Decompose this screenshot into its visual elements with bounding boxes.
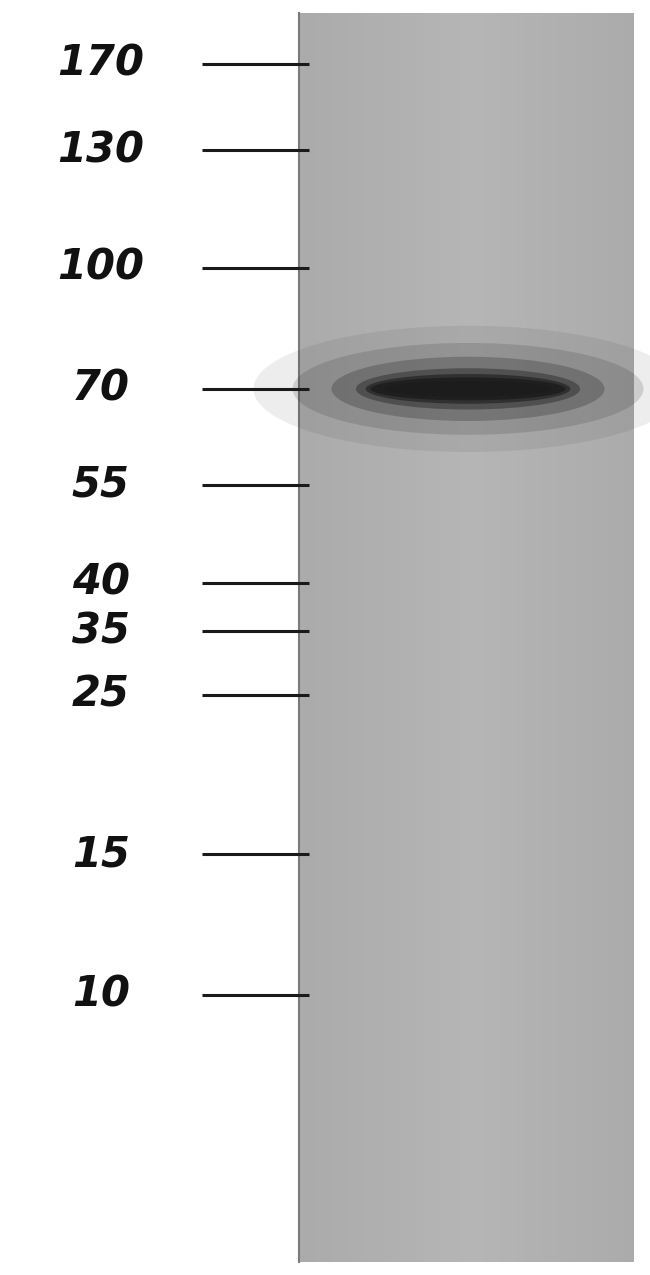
Bar [441, 13, 450, 1262]
Ellipse shape [356, 368, 580, 409]
Bar [333, 13, 341, 1262]
Bar [391, 13, 399, 1262]
Text: 15: 15 [72, 834, 130, 875]
Text: 40: 40 [72, 562, 130, 603]
Bar [592, 13, 601, 1262]
Bar [474, 13, 483, 1262]
Bar [349, 13, 358, 1262]
Bar [541, 13, 550, 1262]
Bar [408, 13, 416, 1262]
Bar [374, 13, 383, 1262]
Bar [483, 13, 491, 1262]
Bar [424, 13, 433, 1262]
Bar [508, 13, 517, 1262]
Bar [601, 13, 608, 1262]
Bar [458, 13, 466, 1262]
Text: 25: 25 [72, 674, 130, 715]
Bar [399, 13, 408, 1262]
Bar [450, 13, 458, 1262]
Bar [608, 13, 617, 1262]
Bar [299, 13, 634, 1262]
Bar [433, 13, 441, 1262]
Bar [341, 13, 349, 1262]
Bar [567, 13, 575, 1262]
Ellipse shape [332, 357, 604, 421]
Text: 170: 170 [57, 43, 144, 84]
Bar [324, 13, 332, 1262]
Ellipse shape [365, 374, 571, 404]
Bar [617, 13, 625, 1262]
Ellipse shape [385, 381, 551, 397]
Bar [358, 13, 366, 1262]
Text: 55: 55 [72, 464, 130, 505]
Bar [316, 13, 324, 1262]
Bar [625, 13, 634, 1262]
Bar [307, 13, 316, 1262]
Bar [500, 13, 508, 1262]
Bar [525, 13, 534, 1262]
Text: 130: 130 [57, 130, 144, 171]
Ellipse shape [254, 326, 650, 453]
Bar [584, 13, 592, 1262]
Bar [534, 13, 541, 1262]
Text: 70: 70 [72, 368, 130, 409]
Bar [416, 13, 424, 1262]
Bar [299, 13, 307, 1262]
Bar [467, 13, 474, 1262]
Bar [383, 13, 391, 1262]
Text: 35: 35 [72, 611, 130, 652]
Ellipse shape [292, 343, 644, 435]
Bar [491, 13, 500, 1262]
Bar [550, 13, 558, 1262]
Ellipse shape [370, 377, 566, 400]
Bar [558, 13, 567, 1262]
Bar [366, 13, 374, 1262]
Bar [575, 13, 584, 1262]
Text: 100: 100 [57, 247, 144, 288]
Bar [517, 13, 525, 1262]
Text: 10: 10 [72, 974, 130, 1015]
